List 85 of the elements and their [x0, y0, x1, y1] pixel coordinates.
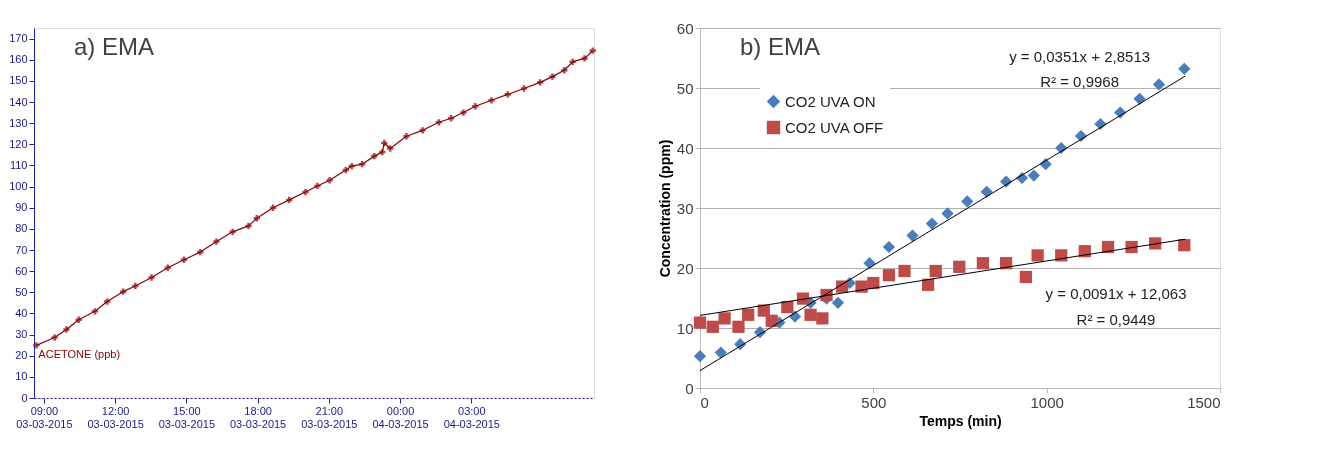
annotation: R² = 0,9968 [1040, 73, 1120, 90]
annotation: R² = 0,9449 [1076, 310, 1156, 328]
y-tick-label: 10 [15, 370, 28, 383]
point [229, 228, 236, 235]
y-tick-label: 20 [15, 349, 28, 362]
point [549, 73, 556, 80]
point [447, 115, 455, 122]
y-axis-title: Concentration (ppm) [656, 139, 673, 278]
y-tick-label: 20 [676, 259, 694, 277]
y-tick-label: 0 [685, 379, 694, 397]
point [419, 127, 426, 134]
y-tick-label: 160 [9, 53, 28, 66]
point [302, 188, 309, 196]
y-tick-label: 40 [676, 139, 694, 157]
y-tick-label: 30 [15, 328, 28, 341]
y-tick-label: 70 [15, 243, 28, 256]
point [537, 79, 544, 86]
y-tick-label: 50 [15, 285, 28, 298]
y-tick-label: 50 [676, 79, 694, 97]
point [581, 55, 588, 62]
point [91, 308, 99, 315]
point [403, 133, 410, 140]
annotation: y = 0,0091x + 12,063 [1045, 285, 1187, 303]
legend-label: CO2 UVA ON [785, 92, 876, 110]
annotation: y = 0,0351x + 2,8513 [1009, 47, 1151, 65]
x-tick-label: 12:00 03-03-2015 [87, 404, 144, 430]
point [520, 85, 528, 92]
point [314, 182, 321, 190]
point [33, 342, 40, 349]
x-axis-title: Temps (min) [919, 412, 1002, 429]
x-tick-label: 1000 [1030, 393, 1064, 411]
point [253, 215, 260, 222]
y-tick-label: 130 [9, 116, 28, 129]
point [164, 264, 171, 271]
point [561, 67, 568, 74]
point [119, 288, 127, 295]
x-tick-label: 15:00 03-03-2015 [158, 404, 216, 430]
chart-title: b) EMA [740, 33, 821, 60]
point [148, 274, 155, 281]
x-tick-label: 18:00 03-03-2015 [229, 404, 287, 430]
point [104, 298, 111, 305]
y-tick-label: 90 [15, 201, 28, 214]
point [213, 238, 220, 245]
point [269, 204, 277, 211]
point [180, 256, 188, 263]
point [504, 91, 511, 98]
x-tick-label: 03:00 04-03-2015 [443, 404, 500, 430]
point [326, 177, 333, 184]
point [51, 334, 58, 341]
point [460, 109, 467, 116]
y-tick-label: 140 [9, 95, 28, 108]
point [589, 47, 596, 54]
point [387, 145, 394, 152]
y-tick-label: 110 [9, 158, 28, 171]
x-tick-label: 500 [861, 393, 887, 411]
x-tick-label: 09:00 03-03-2015 [16, 404, 73, 430]
y-tick-label: 170 [9, 32, 28, 45]
chart-title: a) EMA [74, 33, 155, 60]
point [245, 222, 252, 230]
point [75, 316, 82, 323]
y-tick-label: 80 [15, 222, 28, 235]
point [286, 196, 293, 204]
x-tick-label: 21:00 03-03-2015 [301, 404, 358, 430]
y-tick-label: 100 [9, 180, 28, 193]
point [569, 58, 576, 65]
point [371, 152, 378, 160]
y-tick-label: 60 [676, 19, 694, 37]
legend-label: CO2 UVA OFF [785, 118, 884, 136]
point [63, 326, 70, 333]
y-tick-label: 60 [15, 264, 28, 277]
x-tick-label: 0 [700, 393, 709, 411]
y-tick-label: 120 [9, 137, 28, 150]
y-tick-label: 150 [9, 74, 28, 87]
point [472, 103, 479, 110]
point [132, 282, 139, 290]
y-tick-label: 40 [15, 306, 28, 319]
x-tick-label: 1500 [1187, 393, 1221, 411]
y-tick-label: 10 [676, 319, 694, 337]
point [381, 139, 388, 147]
point [488, 97, 495, 104]
y-tick-label: 30 [676, 199, 694, 217]
series-label: ACETONE (ppb) [38, 348, 121, 361]
point [435, 119, 443, 126]
x-tick-label: 00:00 04-03-2015 [372, 404, 429, 430]
point [379, 148, 386, 156]
